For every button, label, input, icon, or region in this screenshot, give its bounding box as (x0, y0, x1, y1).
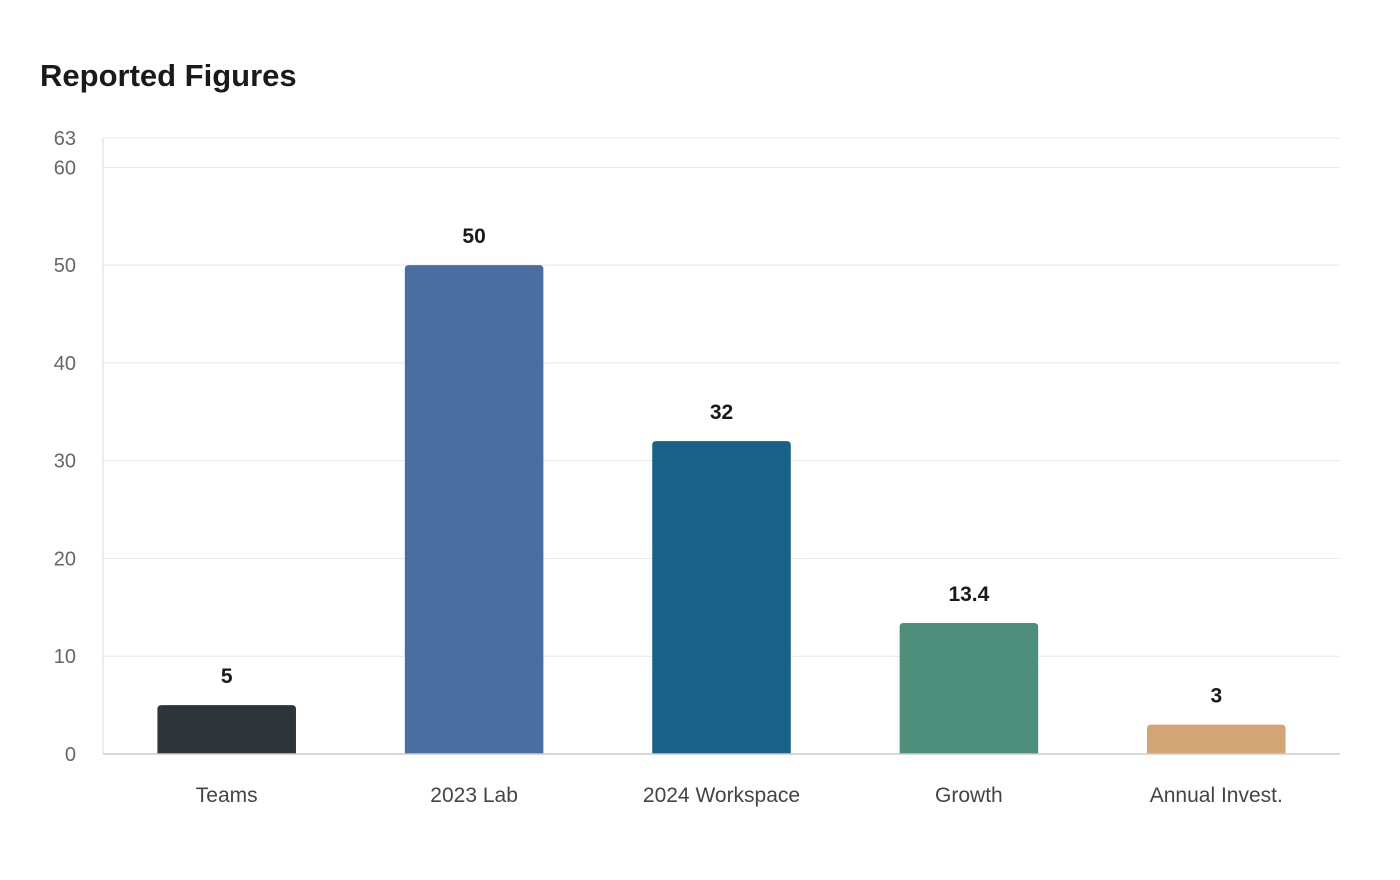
y-tick-label: 60 (54, 157, 76, 179)
x-tick-label: Annual Invest. (1150, 784, 1283, 807)
data-label: 50 (462, 225, 485, 248)
y-tick-label: 10 (54, 646, 76, 668)
x-tick-label: Growth (935, 784, 1003, 807)
y-tick-label: 50 (54, 255, 76, 277)
data-label: 3 (1210, 685, 1222, 708)
x-axis-ticks: Teams 2023 Lab 2024 Workspace Growth Annual … (196, 784, 1283, 807)
data-label: 32 (710, 401, 733, 424)
y-tick-label: 40 (54, 353, 76, 375)
bar (404, 265, 544, 754)
x-tick-label: Teams (196, 784, 258, 807)
bar (157, 705, 296, 754)
y-tick-label: 63 (54, 128, 76, 150)
chart-title: Reported Figures (40, 58, 297, 93)
bar (652, 441, 791, 754)
y-tick-label: 30 (54, 451, 76, 473)
x-tick-label: 2023 Lab (430, 784, 518, 807)
bar (1147, 724, 1286, 754)
data-labels: 5 50 32 13.4 3 (221, 225, 1222, 708)
y-axis-ticks: 0 10 20 30 40 50 60 63 (54, 128, 76, 766)
bars (157, 265, 1286, 754)
y-tick-label: 0 (65, 744, 76, 766)
data-label: 13.4 (948, 583, 989, 606)
y-tick-label: 20 (54, 548, 76, 570)
x-tick-label: 2024 Workspace (643, 784, 800, 807)
data-label: 5 (221, 665, 233, 688)
bar (899, 622, 1039, 754)
